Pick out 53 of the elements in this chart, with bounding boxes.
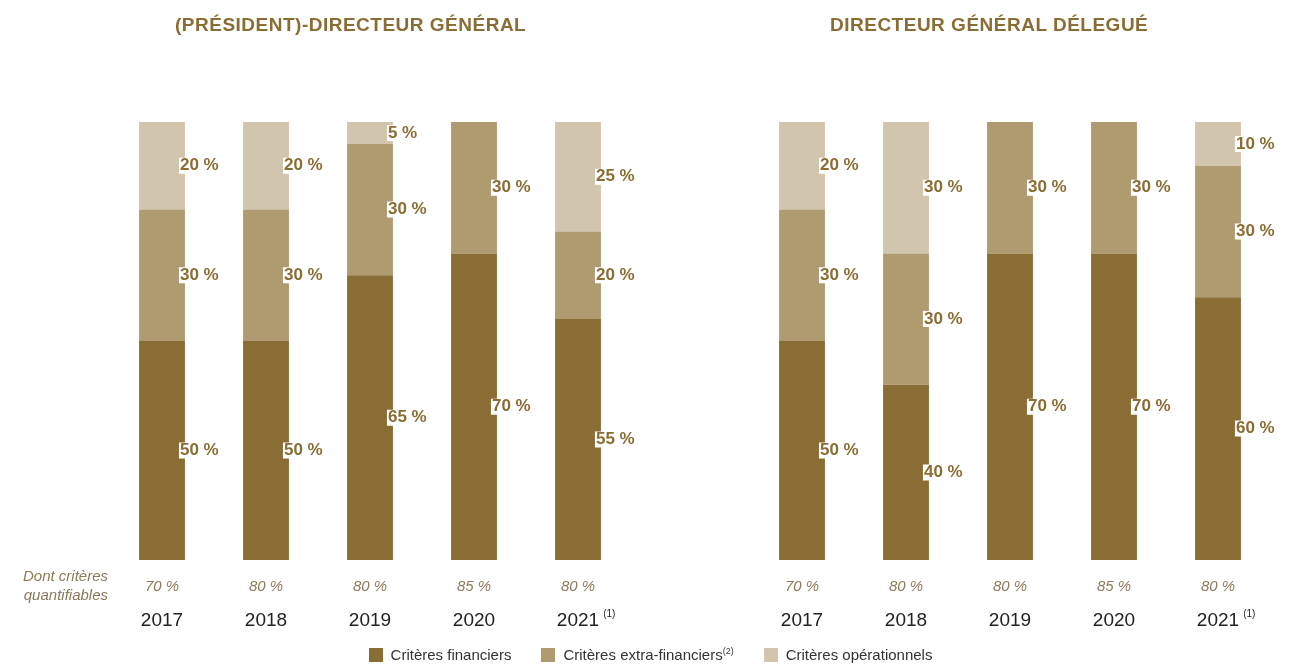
data-label: 30 % bbox=[387, 199, 427, 219]
x-tick-label: 2021(1) bbox=[1196, 608, 1256, 631]
text: 70 % bbox=[144, 577, 180, 595]
data-label: 30 % bbox=[923, 308, 963, 328]
data-label: 20 % bbox=[179, 155, 219, 175]
data-label: 30 % bbox=[283, 264, 323, 284]
data-label: 30 % bbox=[1235, 221, 1275, 241]
data-label: 70 % bbox=[1131, 396, 1171, 416]
data-label: 70 % bbox=[1027, 396, 1067, 416]
text: 80 % bbox=[560, 577, 596, 595]
legend-label: Critères financiers bbox=[390, 646, 512, 663]
text: 80 % bbox=[1200, 577, 1236, 595]
data-label: 50 % bbox=[283, 440, 323, 460]
text: 85 % bbox=[1096, 577, 1132, 595]
data-label: 50 % bbox=[179, 440, 219, 460]
legend-label: Critères opérationnels bbox=[785, 646, 933, 663]
data-label: 30 % bbox=[491, 177, 531, 197]
data-label: 10 % bbox=[1235, 133, 1275, 153]
x-tick-label: 2017 bbox=[140, 609, 184, 631]
text: 80 % bbox=[248, 577, 284, 595]
text: 70 % bbox=[784, 577, 820, 595]
chart-title: (PRÉSIDENT)-DIRECTEUR GÉNÉRAL bbox=[175, 14, 527, 36]
text: 80 % bbox=[992, 577, 1028, 595]
chart-title: DIRECTEUR GÉNÉRAL DÉLEGUÉ bbox=[830, 14, 1149, 36]
x-tick-label: 2017 bbox=[780, 609, 824, 631]
legend-label: Critères extra-financiers$^{(2)}$ bbox=[563, 646, 734, 663]
text: Dont critères quantifiables bbox=[22, 567, 109, 604]
data-label: 5 % bbox=[387, 122, 418, 142]
data-label: 20 % bbox=[819, 155, 859, 175]
data-label: 60 % bbox=[1235, 418, 1275, 438]
data-label: 30 % bbox=[1131, 177, 1171, 197]
text: 80 % bbox=[888, 577, 924, 595]
data-label: 30 % bbox=[819, 264, 859, 284]
data-label: 30 % bbox=[923, 177, 963, 197]
x-tick-label: 2019 bbox=[348, 609, 392, 631]
data-label: 25 % bbox=[595, 166, 635, 186]
x-tick-label: 2020 bbox=[1092, 609, 1136, 631]
x-tick-label: 2018 bbox=[884, 609, 928, 631]
data-label: 20 % bbox=[595, 264, 635, 284]
text: 85 % bbox=[456, 577, 492, 595]
data-label: 30 % bbox=[1027, 177, 1067, 197]
x-tick-label: 2020 bbox=[452, 609, 496, 631]
data-label: 65 % bbox=[387, 407, 427, 427]
x-tick-label: 2021(1) bbox=[556, 608, 616, 631]
data-label: 50 % bbox=[819, 440, 859, 460]
text: 80 % bbox=[352, 577, 388, 595]
x-tick-label: 2019 bbox=[988, 609, 1032, 631]
data-label: 30 % bbox=[179, 264, 219, 284]
x-tick-label: 2018 bbox=[244, 609, 288, 631]
data-label: 40 % bbox=[923, 462, 963, 482]
data-label: 70 % bbox=[491, 396, 531, 416]
data-label: 55 % bbox=[595, 429, 635, 449]
data-label: 20 % bbox=[283, 155, 323, 175]
